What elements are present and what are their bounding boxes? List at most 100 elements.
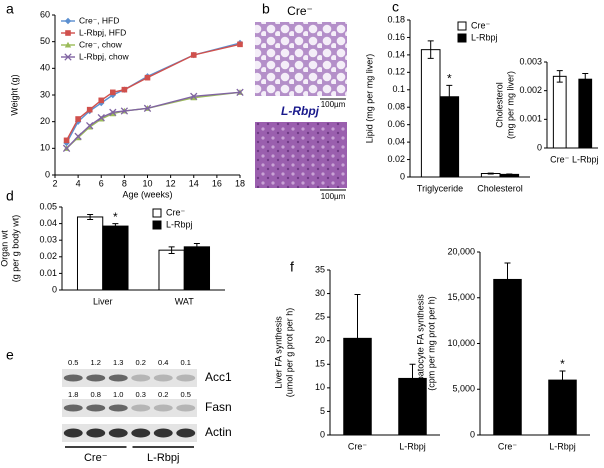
blot-band bbox=[131, 428, 151, 438]
marker bbox=[98, 97, 105, 104]
legend-label: L-Rbpj bbox=[471, 32, 498, 42]
bar bbox=[76, 216, 104, 291]
marker bbox=[143, 104, 152, 112]
panel-label: a bbox=[6, 1, 14, 17]
marker bbox=[109, 108, 117, 116]
panel-label: e bbox=[6, 347, 14, 363]
y-tick-label: 0.02 bbox=[387, 154, 405, 164]
y-tick-label: 30 bbox=[315, 288, 325, 298]
annotation: * bbox=[447, 72, 452, 86]
annotation: * bbox=[560, 357, 565, 371]
x-tick-label: 18 bbox=[235, 178, 245, 188]
legend-marker bbox=[64, 17, 72, 25]
y-tick-label: 10 bbox=[40, 143, 50, 153]
blot-band bbox=[108, 374, 128, 382]
blot-ratio: 1.0 bbox=[113, 390, 123, 399]
x-tick-label: Cre⁻ bbox=[498, 441, 518, 451]
y-axis-label: (umol per g prot per h) bbox=[284, 308, 294, 398]
y-axis-label: Cholesterol bbox=[494, 82, 504, 128]
legend-label: Cre⁻, chow bbox=[79, 39, 123, 49]
x-tick-label: 14 bbox=[189, 178, 199, 188]
series-line bbox=[66, 91, 241, 149]
y-tick-label: 0 bbox=[52, 284, 57, 294]
y-tick-label: 0 bbox=[470, 429, 475, 439]
x-tick-label: 12 bbox=[166, 178, 176, 188]
blot-band bbox=[176, 428, 196, 438]
marker bbox=[144, 74, 151, 81]
y-tick-label: 0.06 bbox=[387, 119, 405, 129]
legend-label: L-Rbpj, chow bbox=[79, 51, 129, 61]
blot-band bbox=[108, 428, 128, 438]
marker bbox=[121, 86, 128, 93]
y-axis-label: Lipid (mg per mg liver) bbox=[364, 54, 374, 144]
y-tick-label: 15 bbox=[315, 359, 325, 369]
x-tick-label: 6 bbox=[99, 178, 104, 188]
y-tick-label: 0.18 bbox=[387, 14, 405, 24]
blot-ratio: 1.2 bbox=[91, 358, 101, 367]
marker bbox=[62, 144, 71, 152]
error-bar bbox=[582, 72, 589, 86]
blot-band bbox=[86, 428, 106, 438]
error-bar bbox=[446, 84, 453, 109]
bar bbox=[493, 278, 522, 436]
annotation: * bbox=[113, 210, 118, 224]
error-bar bbox=[87, 213, 94, 220]
y-tick-label: 20 bbox=[315, 335, 325, 345]
x-tick-label: 16 bbox=[212, 178, 222, 188]
blot-band bbox=[131, 404, 151, 412]
legend-label: Cre⁻ bbox=[471, 20, 491, 30]
x-tick-label: 2 bbox=[52, 178, 57, 188]
blot-ratio: 1.3 bbox=[113, 358, 123, 367]
panel-label: d bbox=[6, 188, 14, 204]
error-bar bbox=[487, 172, 494, 175]
series-line bbox=[66, 91, 241, 149]
y-axis-label: (g per g body wt) bbox=[10, 215, 20, 283]
blot-band bbox=[153, 428, 173, 438]
scale-label: 100µm bbox=[321, 192, 346, 201]
blot-ratio: 0.2 bbox=[136, 358, 146, 367]
y-tick-label: 40 bbox=[40, 63, 50, 73]
bar bbox=[183, 246, 211, 291]
blot-band bbox=[153, 404, 173, 412]
error-bar bbox=[193, 243, 200, 251]
blot-ratio: 0.5 bbox=[181, 390, 191, 399]
error-bar bbox=[168, 246, 175, 254]
legend-label: Cre⁻, HFD bbox=[79, 15, 119, 25]
blot-band bbox=[108, 404, 128, 412]
marker bbox=[74, 132, 82, 140]
y-tick-label: 0.14 bbox=[387, 49, 405, 59]
blot-ratio: 0.3 bbox=[136, 390, 146, 399]
bar bbox=[158, 249, 185, 291]
panel-label: b bbox=[262, 1, 270, 17]
y-tick-label: 10 bbox=[315, 382, 325, 392]
marker bbox=[110, 89, 116, 96]
y-tick-label: 0.04 bbox=[387, 136, 405, 146]
y-axis-label: (mg per mg liver) bbox=[505, 71, 515, 139]
x-tick-label: WAT bbox=[175, 296, 194, 306]
error-bar bbox=[409, 363, 416, 394]
y-tick-label: 0 bbox=[320, 429, 325, 439]
bar bbox=[552, 75, 567, 149]
blot-band bbox=[153, 374, 173, 382]
legend-label: L-Rbpj, HFD bbox=[79, 27, 126, 37]
y-axis-label: (cpm per mg prot per h) bbox=[426, 296, 436, 391]
error-bar bbox=[427, 40, 434, 59]
legend-swatch bbox=[457, 33, 467, 43]
blot-band bbox=[63, 374, 83, 382]
x-axis-label: Age (weeks) bbox=[122, 189, 172, 199]
x-tick-label: L-Rbpj bbox=[549, 441, 576, 451]
blot-band bbox=[63, 404, 83, 412]
marker bbox=[236, 88, 244, 96]
y-tick-label: 0.04 bbox=[39, 218, 57, 228]
blot-label: Actin bbox=[205, 425, 232, 439]
bar bbox=[439, 96, 460, 178]
y-tick-label: 0 bbox=[537, 142, 542, 152]
y-tick-label: 0.03 bbox=[39, 235, 57, 245]
blot-ratio: 1.8 bbox=[68, 390, 78, 399]
y-tick-label: 0.16 bbox=[387, 32, 405, 42]
blot-band bbox=[86, 374, 106, 382]
bar bbox=[578, 78, 593, 149]
y-tick-label: 0.12 bbox=[387, 67, 405, 77]
legend-swatch bbox=[457, 21, 467, 31]
